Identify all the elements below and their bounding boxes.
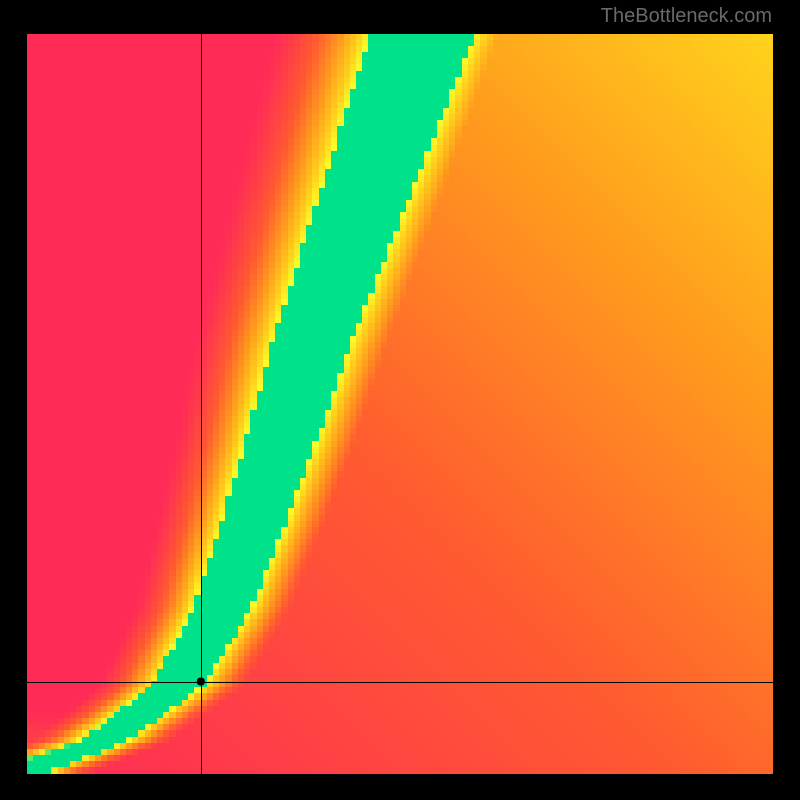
bottleneck-heatmap	[27, 34, 773, 774]
attribution-text: TheBottleneck.com	[601, 5, 772, 28]
chart-root: TheBottleneck.com	[0, 0, 800, 800]
